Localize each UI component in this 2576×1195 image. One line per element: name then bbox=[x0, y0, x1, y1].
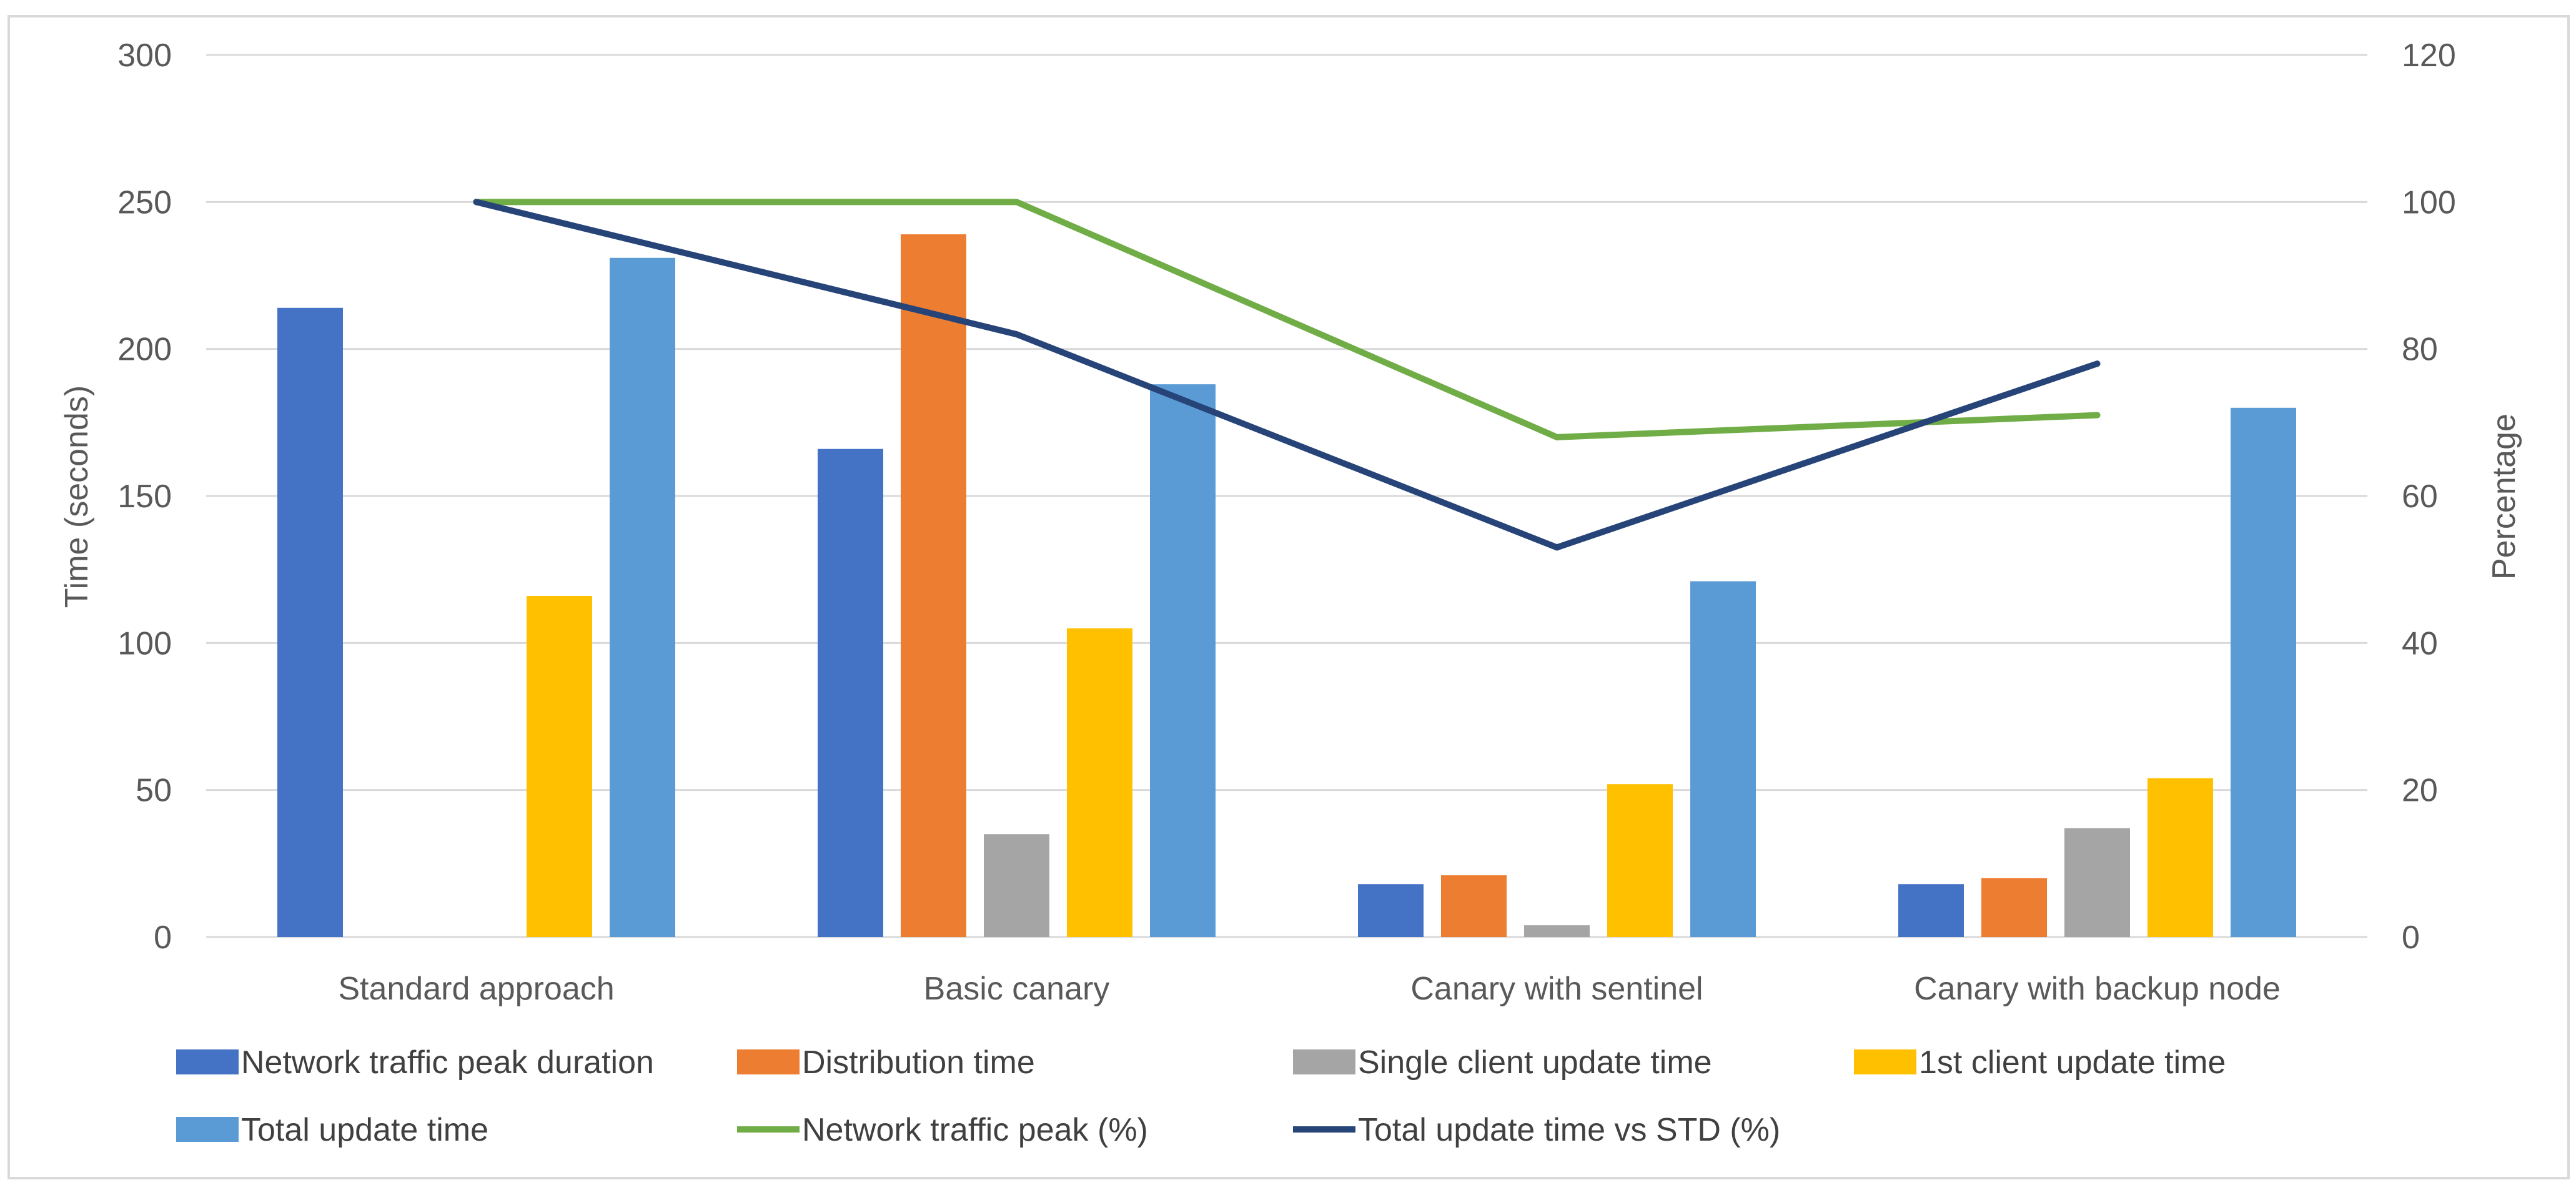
bar bbox=[1524, 925, 1590, 937]
bar bbox=[1898, 884, 1964, 937]
left-axis-ticks: 0 50 100 150 200 250 300 bbox=[117, 37, 172, 956]
bar bbox=[2064, 828, 2130, 937]
category-label: Canary with sentinel bbox=[1410, 971, 1703, 1007]
legend-swatch bbox=[737, 1049, 800, 1074]
legend-label: Total update time vs STD (%) bbox=[1358, 1112, 1780, 1148]
left-axis-tick-label: 50 bbox=[136, 773, 172, 809]
line-series-group bbox=[473, 199, 2101, 551]
bar bbox=[1358, 884, 1424, 937]
bar bbox=[1690, 581, 1756, 937]
right-axis-tick-label: 60 bbox=[2402, 478, 2438, 515]
category-label: Basic canary bbox=[924, 971, 1110, 1007]
line-point bbox=[2094, 412, 2101, 419]
right-axis-tick-label: 40 bbox=[2402, 625, 2438, 662]
legend-label: Total update time bbox=[241, 1112, 488, 1148]
chart-border bbox=[7, 15, 2570, 1179]
line-point bbox=[1553, 434, 1560, 440]
legend-swatch bbox=[176, 1049, 239, 1074]
legend-label: Network traffic peak (%) bbox=[802, 1112, 1148, 1148]
right-axis-tick-label: 80 bbox=[2402, 332, 2438, 368]
bar bbox=[2231, 407, 2296, 937]
legend: Network traffic peak duration Distributio… bbox=[176, 1044, 2226, 1148]
left-axis-tick-label: 300 bbox=[117, 37, 172, 74]
bar-series-group bbox=[277, 234, 2296, 938]
left-axis-tick-label: 250 bbox=[117, 184, 172, 221]
bar bbox=[984, 834, 1049, 937]
bar bbox=[1607, 784, 1673, 937]
category-label: Standard approach bbox=[338, 971, 614, 1007]
right-axis-tick-label: 120 bbox=[2402, 37, 2456, 74]
left-axis-title: Time (seconds) bbox=[59, 385, 95, 608]
legend-swatch bbox=[1854, 1049, 1916, 1074]
bar bbox=[1067, 628, 1132, 937]
bar bbox=[610, 257, 675, 937]
line-point bbox=[2094, 360, 2101, 367]
legend-label: Distribution time bbox=[802, 1044, 1035, 1081]
bar bbox=[1441, 875, 1507, 937]
right-axis-title: Percentage bbox=[2486, 414, 2522, 580]
line-series bbox=[473, 199, 2101, 551]
bar bbox=[277, 307, 343, 938]
left-axis-tick-label: 200 bbox=[117, 332, 172, 368]
bar bbox=[818, 449, 883, 937]
line-point bbox=[1013, 331, 1020, 338]
right-axis-ticks: 0 20 40 60 80 100 120 bbox=[2402, 37, 2456, 956]
line-point bbox=[1013, 199, 1020, 206]
right-axis-tick-label: 100 bbox=[2402, 184, 2456, 221]
line-point bbox=[1553, 544, 1560, 551]
legend-label: Network traffic peak duration bbox=[241, 1044, 654, 1081]
bar bbox=[527, 596, 592, 937]
bar bbox=[1150, 384, 1216, 937]
bar bbox=[1981, 878, 2047, 937]
legend-swatch bbox=[176, 1117, 239, 1142]
left-axis-tick-label: 150 bbox=[117, 478, 172, 515]
bar bbox=[2147, 778, 2213, 937]
left-axis-tick-label: 100 bbox=[117, 625, 172, 662]
legend-label: 1st client update time bbox=[1919, 1044, 2226, 1081]
line-series bbox=[473, 199, 2101, 440]
left-axis-tick-label: 0 bbox=[154, 920, 172, 956]
bar bbox=[901, 234, 966, 937]
category-axis-labels: Standard approach Basic canary Canary with… bbox=[338, 971, 2281, 1007]
right-axis-tick-label: 20 bbox=[2402, 773, 2438, 809]
line-point bbox=[473, 199, 480, 206]
legend-swatch bbox=[1293, 1049, 1355, 1074]
legend-label: Single client update time bbox=[1358, 1044, 1712, 1081]
category-label: Canary with backup node bbox=[1914, 971, 2281, 1007]
right-axis-tick-label: 0 bbox=[2402, 920, 2420, 956]
